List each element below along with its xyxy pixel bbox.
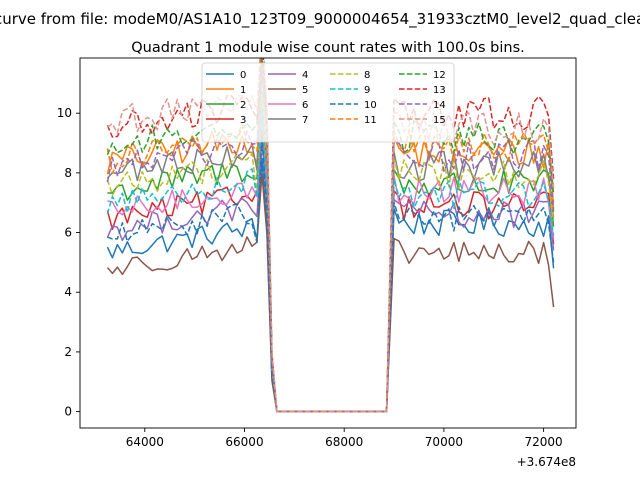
- chart-title: Quadrant 1 module wise count rates with …: [131, 40, 525, 56]
- legend-label-15: 15: [433, 115, 446, 126]
- legend-label-5: 5: [302, 85, 308, 96]
- y-axis: 0 2 4 6 8 10: [57, 106, 80, 419]
- legend-label-10: 10: [364, 100, 377, 111]
- legend-label-1: 1: [240, 85, 246, 96]
- legend-label-11: 11: [364, 115, 377, 126]
- legend-label-0: 0: [240, 70, 246, 81]
- series-layer: [106, 58, 555, 413]
- y-tick-label: 2: [64, 345, 72, 359]
- legend-label-3: 3: [240, 115, 246, 126]
- legend-label-4: 4: [302, 70, 308, 81]
- series-line-15: [107, 58, 555, 413]
- x-tick-label: 72000: [525, 435, 563, 449]
- y-tick-label: 10: [57, 106, 72, 120]
- legend-label-14: 14: [433, 100, 446, 111]
- legend-label-12: 12: [433, 70, 446, 81]
- legend-label-7: 7: [302, 115, 308, 126]
- x-tick-label: 68000: [325, 435, 363, 449]
- y-tick-label: 0: [64, 405, 72, 419]
- legend-label-9: 9: [364, 85, 370, 96]
- y-tick-label: 6: [64, 226, 72, 240]
- legend-label-8: 8: [364, 70, 370, 81]
- y-tick-label: 4: [64, 285, 72, 299]
- x-tick-label: 70000: [425, 435, 463, 449]
- figure-suptitle: Lightcurve from file: modeM0/AS1A10_123T…: [0, 10, 640, 29]
- x-tick-label: 64000: [126, 435, 164, 449]
- series-line-10: [107, 137, 555, 413]
- series-line-8: [106, 94, 555, 413]
- x-offset-label: +3.674e8: [517, 455, 576, 469]
- series-line-9: [106, 108, 555, 413]
- legend-label-6: 6: [302, 100, 308, 111]
- y-tick-label: 8: [64, 166, 72, 180]
- legend-label-13: 13: [433, 85, 446, 96]
- x-axis: 64000 66000 68000 70000 72000: [126, 428, 563, 449]
- plot-frame: [79, 57, 577, 429]
- x-tick-label: 66000: [225, 435, 263, 449]
- legend-frame: [201, 62, 455, 143]
- legend-label-2: 2: [240, 100, 246, 111]
